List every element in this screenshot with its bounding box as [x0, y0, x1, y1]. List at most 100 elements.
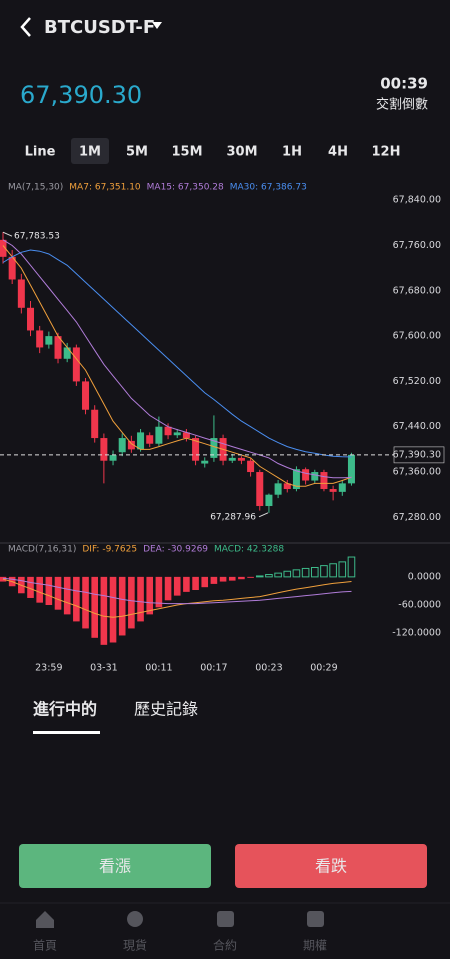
candle-body: [228, 457, 236, 461]
current-price-label: 67,390.30: [393, 449, 441, 460]
macd-bar: [54, 576, 62, 610]
nav-icon[interactable]: [36, 911, 54, 928]
high-marker-line: [2, 231, 13, 237]
legend-title: MA(7,15,30): [8, 183, 63, 193]
current-price-box: [393, 446, 445, 464]
macd-bar: [274, 572, 282, 578]
macd-bar: [310, 567, 319, 578]
y-tick-label: 67,360.00: [393, 467, 441, 478]
candle-body: [27, 307, 35, 331]
interval[interactable]: 1M: [79, 145, 101, 160]
macd-bar: [73, 576, 80, 622]
legend-entry: MA30: 67,386.73: [230, 183, 307, 193]
interval[interactable]: Line: [25, 145, 56, 160]
macd-bar: [329, 563, 337, 578]
candle-body: [0, 239, 7, 257]
interval[interactable]: 12H: [372, 145, 401, 160]
nav-icon[interactable]: [307, 911, 324, 927]
y-tick-label: -60.0000: [398, 600, 441, 611]
nav-icon[interactable]: [127, 911, 143, 927]
macd-bar: [164, 576, 172, 601]
interval-active[interactable]: [71, 138, 109, 164]
macd-bar: [265, 574, 273, 578]
interval[interactable]: 4H: [328, 145, 348, 160]
macd-bar: [36, 576, 43, 603]
macd-bar: [210, 576, 218, 584]
back-button[interactable]: [20, 17, 31, 37]
candle-body: [118, 438, 126, 453]
macd-bar: [183, 576, 190, 592]
candle-body: [329, 489, 337, 492]
candle-body: [54, 336, 62, 359]
candle-body: [146, 435, 154, 444]
nav-label[interactable]: 期權: [303, 939, 327, 953]
candle-body: [237, 457, 245, 461]
nav-icon[interactable]: [217, 911, 234, 927]
macd-bar: [219, 576, 227, 582]
candle-body: [109, 455, 117, 461]
macd-bar: [347, 556, 356, 578]
macd-bar: [128, 576, 135, 629]
x-tick-label: 00:23: [255, 663, 282, 674]
interval[interactable]: 30M: [226, 145, 257, 160]
low-marker: 67,287.96: [210, 512, 256, 522]
macd-bar: [283, 570, 292, 578]
macd-line: [2, 577, 352, 605]
low-marker-line: [258, 512, 269, 518]
last-price: 67,390.30: [20, 81, 142, 109]
candle-body: [155, 426, 163, 444]
macd-bar: [82, 576, 89, 629]
candle-body: [320, 472, 328, 490]
x-tick-label: 23:59: [35, 663, 62, 674]
nav-label[interactable]: 現貨: [123, 938, 147, 953]
macd-bar: [146, 576, 154, 615]
nav-label[interactable]: 合約: [213, 938, 237, 953]
y-tick-label: 67,680.00: [393, 285, 441, 296]
interval[interactable]: 1H: [282, 145, 302, 160]
macd-bar: [301, 567, 310, 578]
y-tick-label: 67,760.00: [393, 240, 441, 251]
candle-body: [210, 438, 218, 458]
candle-body: [8, 256, 16, 280]
candle-body: [274, 483, 282, 495]
macd-bar: [201, 576, 209, 588]
countdown-label: 交割倒數: [376, 97, 428, 113]
y-tick-label: 0.0000: [408, 571, 441, 582]
macd-bar: [100, 576, 108, 645]
sell-label[interactable]: 看跌: [315, 857, 347, 876]
tab[interactable]: 歷史記錄: [134, 700, 198, 719]
tab[interactable]: 進行中的: [33, 700, 97, 719]
macd-bar: [137, 576, 144, 622]
interval[interactable]: 5M: [126, 145, 148, 160]
macd-bar: [192, 576, 199, 590]
candle-body: [311, 472, 319, 481]
x-tick-label: 00:29: [310, 663, 337, 674]
macd-bar: [63, 576, 71, 615]
sell-button[interactable]: [235, 844, 427, 888]
symbol[interactable]: BTCUSDT-F: [44, 17, 155, 38]
candle-body: [182, 432, 190, 439]
macd-bar: [27, 576, 34, 598]
y-tick-label: 67,280.00: [393, 512, 441, 523]
macd-bar: [247, 576, 254, 578]
candle-body: [72, 347, 80, 382]
buy-button[interactable]: [19, 844, 211, 888]
candle-body: [201, 460, 209, 464]
macd-bar: [91, 576, 98, 638]
y-tick-label: -120.0000: [392, 628, 441, 639]
y-tick-label: 67,520.00: [393, 376, 441, 387]
symbol-dropdown[interactable]: [152, 22, 162, 29]
ma-line: [2, 249, 352, 458]
tab-underline: [33, 731, 100, 734]
candle-body: [192, 438, 200, 461]
candle-body: [127, 440, 135, 450]
candle-body: [338, 483, 346, 492]
candle-body: [247, 460, 255, 473]
buy-label[interactable]: 看漲: [99, 857, 131, 876]
y-tick-label: 67,840.00: [393, 195, 441, 206]
nav-label[interactable]: 首頁: [33, 939, 57, 953]
macd-bar: [45, 576, 53, 605]
legend-entry: MA15: 67,350.28: [147, 183, 224, 193]
interval[interactable]: 15M: [171, 145, 202, 160]
